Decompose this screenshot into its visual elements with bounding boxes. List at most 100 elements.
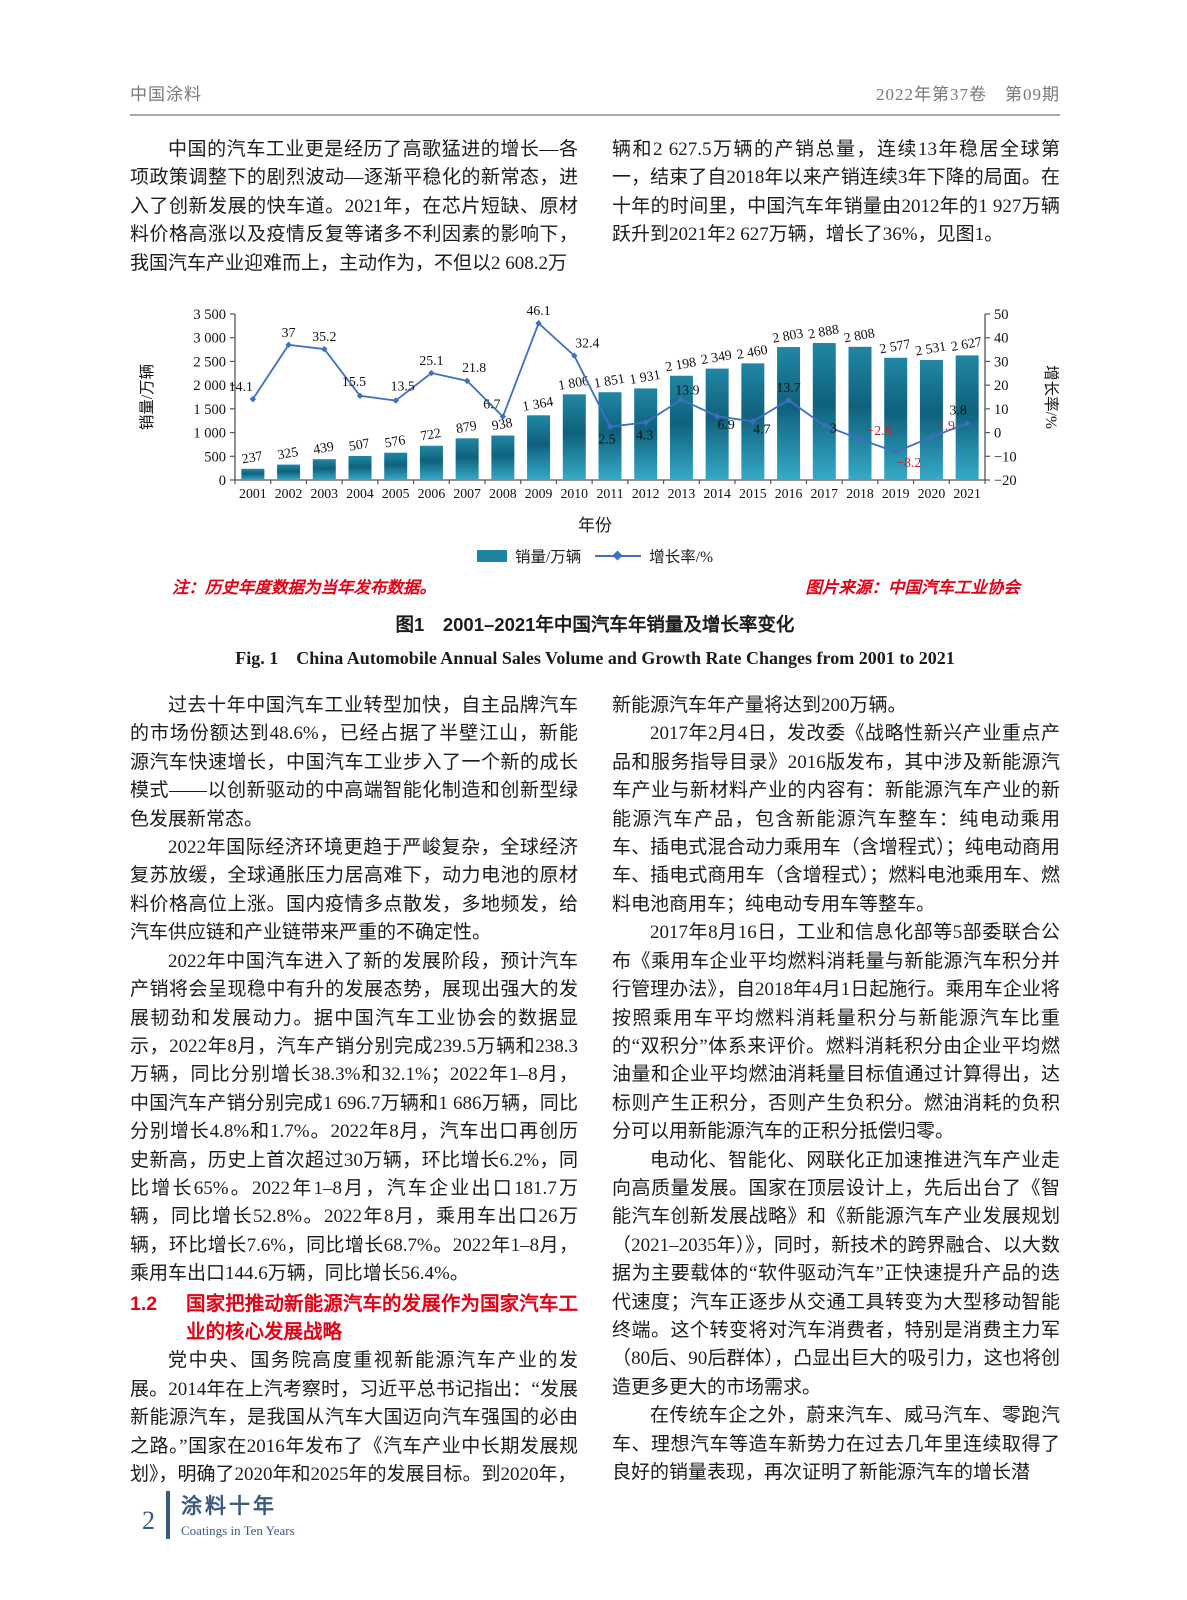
svg-text:2 198: 2 198 (664, 354, 697, 374)
svg-text:2006: 2006 (418, 486, 446, 501)
svg-text:2007: 2007 (453, 486, 481, 501)
svg-text:1 851: 1 851 (593, 371, 626, 391)
svg-text:2011: 2011 (596, 486, 623, 501)
page-header: 中国涂料 2022年第37卷 第09期 (130, 0, 1060, 116)
svg-text:2 577: 2 577 (878, 336, 911, 356)
svg-text:2002: 2002 (275, 486, 303, 501)
svg-text:2021: 2021 (953, 486, 981, 501)
svg-text:15.5: 15.5 (342, 374, 366, 389)
svg-text:3.8: 3.8 (950, 403, 967, 418)
footer-brand-zh: 涂料十年 (181, 1495, 277, 1518)
svg-text:50: 50 (994, 307, 1009, 323)
svg-text:13.5: 13.5 (391, 379, 415, 394)
svg-text:2019: 2019 (882, 486, 910, 501)
svg-text:0: 0 (219, 473, 226, 489)
x-axis-title: 年份 (578, 516, 612, 536)
svg-text:32.4: 32.4 (575, 336, 599, 351)
paragraph: 辆和2 627.5万辆的产销总量，连续13年稳居全球第一，结束了自2018年以来… (612, 139, 1060, 246)
svg-text:2008: 2008 (489, 486, 517, 501)
svg-text:10: 10 (994, 402, 1009, 418)
journal-name: 中国涂料 (130, 85, 202, 104)
svg-text:722: 722 (419, 425, 442, 443)
figure-caption-zh: 图1 2001–2021年中国汽车年销量及增长率变化 (395, 614, 795, 636)
svg-text:2 531: 2 531 (914, 338, 947, 358)
svg-text:21.8: 21.8 (462, 360, 486, 375)
section-heading-1-2: 1.2 国家把推动新能源汽车的发展作为国家汽车工业的核心发展战略 (130, 1290, 578, 1347)
svg-text:938: 938 (491, 415, 514, 433)
figure-notes: 注：历史年度数据为当年发布数据。 图片来源：中国汽车工业协会 (130, 574, 1060, 598)
svg-text:1 000: 1 000 (193, 426, 226, 442)
svg-text:13.9: 13.9 (675, 383, 699, 398)
svg-text:2014: 2014 (703, 486, 731, 501)
chart-area: 0 500 1 000 1 500 2 000 2 500 3 000 3 500 −20 −10… (130, 292, 1060, 511)
footer-brand: 涂料十年 Coatings in Ten Years (181, 1490, 295, 1539)
svg-text:2 888: 2 888 (807, 322, 840, 342)
page-number: 2 (142, 1505, 155, 1535)
legend-label: 销量/万辆 (514, 549, 582, 567)
intro-text-row: 中国的汽车工业更是经历了高歌猛进的增长—各项政策调整下的剧烈波动—逐渐平稳化的新… (130, 136, 1060, 278)
svg-text:2013: 2013 (668, 486, 696, 501)
svg-text:2010: 2010 (560, 486, 588, 501)
svg-text:2012: 2012 (632, 486, 660, 501)
svg-text:3: 3 (830, 420, 837, 435)
svg-text:2 803: 2 803 (771, 326, 804, 346)
legend-item-sales: 销量/万辆 (476, 545, 582, 567)
body-text-row: 过去十年中国汽车工业转型加快，自主品牌汽车的市场份额达到48.6%，已经占据了半… (130, 692, 1060, 1489)
svg-text:4.3: 4.3 (636, 427, 653, 442)
intro-left-column: 中国的汽车工业更是经历了高歌猛进的增长—各项政策调整下的剧烈波动—逐渐平稳化的新… (130, 136, 578, 278)
paragraph: 在传统车企之外，蔚来汽车、威马汽车、零跑汽车、理想汽车等造车新势力在过去几年里连… (612, 1405, 1060, 1483)
issue-info: 2022年第37卷 第09期 (876, 85, 1060, 104)
svg-text:6.9: 6.9 (718, 417, 735, 432)
footer-brand-en: Coatings in Ten Years (181, 1523, 295, 1538)
svg-text:507: 507 (348, 435, 371, 453)
svg-text:−10: −10 (994, 449, 1017, 465)
paragraph: 中国的汽车工业更是经历了高歌猛进的增长—各项政策调整下的剧烈波动—逐渐平稳化的新… (130, 139, 578, 274)
svg-text:1 364: 1 364 (521, 394, 554, 414)
paragraph: 电动化、智能化、网联化正加速推进汽车产业走向高质量发展。国家在顶层设计上，先后出… (612, 1149, 1060, 1398)
svg-text:−1.9: −1.9 (930, 418, 955, 433)
paragraph: 2017年8月16日，工业和信息化部等5部委联合公布《乘用车企业平均燃料消耗量与… (612, 922, 1060, 1143)
figure-note: 注：历史年度数据为当年发布数据。 (172, 578, 436, 598)
paragraph: 2017年2月4日，发改委《战略性新兴产业重点产品和服务指导目录》2016版发布… (612, 723, 1060, 915)
svg-text:879: 879 (455, 418, 478, 436)
svg-text:30: 30 (994, 354, 1009, 370)
svg-text:2004: 2004 (346, 486, 374, 501)
paragraph: 党中央、国务院高度重视新能源汽车产业的发展。2014年在上汽考察时，习近平总书记… (130, 1350, 578, 1485)
svg-text:439: 439 (312, 439, 335, 457)
paragraph: 过去十年中国汽车工业转型加快，自主品牌汽车的市场份额达到48.6%，已经占据了半… (130, 695, 578, 830)
line-swatch-icon (595, 555, 642, 558)
svg-text:325: 325 (276, 444, 299, 462)
footer-divider (166, 1490, 170, 1539)
section-title: 国家把推动新能源汽车的发展作为国家汽车工业的核心发展战略 (186, 1292, 578, 1343)
svg-text:2 349: 2 349 (700, 347, 733, 367)
svg-text:2015: 2015 (739, 486, 767, 501)
svg-text:35.2: 35.2 (312, 329, 336, 344)
svg-text:37: 37 (282, 325, 296, 340)
svg-text:3 500: 3 500 (193, 307, 226, 323)
bar-swatch-icon (476, 550, 507, 563)
svg-text:2 460: 2 460 (735, 342, 768, 362)
svg-text:1 806: 1 806 (557, 373, 590, 393)
paragraph: 新能源汽车年产量将达到200万辆。 (612, 695, 907, 717)
svg-text:500: 500 (204, 449, 226, 465)
svg-text:−20: −20 (994, 473, 1017, 489)
svg-text:13.7: 13.7 (776, 380, 800, 395)
svg-text:0: 0 (994, 426, 1001, 442)
intro-right-column: 辆和2 627.5万辆的产销总量，连续13年稳居全球第一，结束了自2018年以来… (612, 136, 1060, 278)
figure-1: 0 500 1 000 1 500 2 000 2 500 3 000 3 500 −20 −10… (130, 292, 1060, 670)
body-left-column: 过去十年中国汽车工业转型加快，自主品牌汽车的市场份额达到48.6%，已经占据了半… (130, 692, 578, 1489)
figure-source: 图片来源：中国汽车工业协会 (805, 578, 1021, 598)
svg-text:1 500: 1 500 (193, 402, 226, 418)
svg-text:2018: 2018 (846, 486, 874, 501)
body-right-column: 新能源汽车年产量将达到200万辆。 2017年2月4日，发改委《战略性新兴产业重… (612, 692, 1060, 1489)
svg-text:−8.2: −8.2 (896, 455, 921, 470)
svg-text:2016: 2016 (775, 486, 803, 501)
svg-text:2017: 2017 (810, 486, 838, 501)
svg-text:3 000: 3 000 (193, 331, 226, 347)
page-footer: 2 涂料十年 Coatings in Ten Years (142, 1490, 295, 1539)
svg-text:2020: 2020 (918, 486, 946, 501)
svg-text:2003: 2003 (310, 486, 338, 501)
svg-text:2 500: 2 500 (193, 354, 226, 370)
